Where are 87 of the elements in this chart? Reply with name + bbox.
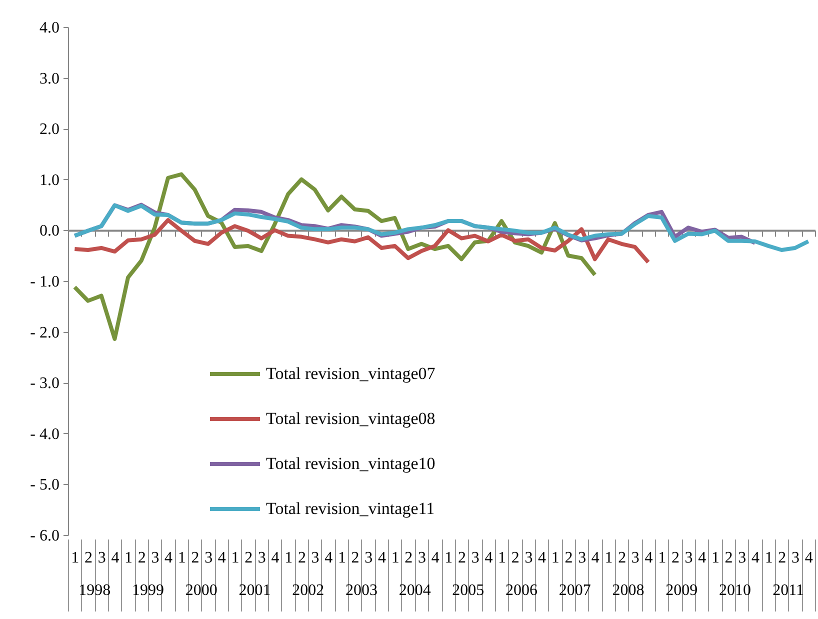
- x-tick-label: 3: [151, 550, 160, 566]
- text: 1999: [132, 582, 164, 599]
- y-tick-label: 4.0: [40, 20, 60, 36]
- x-tick-label: 1: [338, 550, 346, 566]
- text: 2004: [398, 582, 431, 599]
- x-tick-label: 4: [751, 550, 760, 566]
- x-tick-label: 1: [231, 550, 240, 566]
- legend-label: Total revision_vintage10: [266, 454, 436, 473]
- text: 2011: [772, 582, 804, 599]
- y-tick-label: - 4.0: [30, 426, 60, 443]
- x-tick-label: 3: [791, 550, 800, 566]
- x-tick-label: 1: [284, 550, 293, 566]
- x-tick-label: 4: [698, 550, 706, 566]
- x-tick-label: 2: [511, 550, 520, 566]
- x-tick-label: 1: [658, 550, 666, 566]
- x-tick-label: 3: [258, 550, 266, 566]
- x-tick-label: 1: [71, 550, 80, 566]
- x-tick-label: 4: [378, 550, 386, 566]
- x-tick-label: 2: [84, 550, 93, 566]
- text: 2008: [612, 582, 644, 599]
- x-tick-label: 3: [738, 550, 746, 566]
- x-tick-label: 4: [218, 550, 226, 566]
- x-tick-label: 4: [164, 550, 173, 566]
- text: 2002: [292, 582, 324, 599]
- x-tick-label: 4: [538, 550, 546, 566]
- text: 2009: [666, 582, 698, 599]
- text: 1998: [78, 582, 111, 599]
- line-series: [72, 203, 810, 252]
- x-tick-label: 1: [498, 550, 506, 566]
- x-tick-label: 3: [684, 550, 693, 566]
- x-tick-label: 1: [764, 550, 773, 566]
- x-tick-label: 4: [324, 550, 333, 566]
- x-tick-label: 2: [724, 550, 733, 566]
- x-tick-label: 3: [631, 550, 640, 566]
- text: 2000: [185, 582, 218, 599]
- x-tick-label: 4: [591, 550, 600, 566]
- x-tick-label: 1: [711, 550, 720, 566]
- x-tick-label: 3: [418, 550, 426, 566]
- text: 2005: [452, 582, 484, 599]
- x-tick-label: 3: [471, 550, 480, 566]
- legend-label: Total revision_vintage07: [266, 364, 436, 383]
- x-tick-label: 4: [111, 550, 120, 566]
- x-tick-label: 1: [551, 550, 560, 566]
- x-tick-label: 1: [444, 550, 453, 566]
- y-tick-label: - 5.0: [30, 476, 60, 494]
- x-tick-label: 4: [484, 550, 493, 566]
- x-tick-label: 3: [204, 550, 213, 566]
- x-tick-label: 2: [618, 550, 626, 566]
- x-tick-label: 3: [364, 550, 373, 566]
- x-tick-label: 2: [138, 550, 146, 566]
- text: 2010: [718, 582, 751, 599]
- x-tick-label: 2: [244, 550, 253, 566]
- y-tick-label: - 6.0: [30, 528, 60, 544]
- y-tick-label: - 3.0: [30, 375, 60, 392]
- x-tick-label: 2: [404, 550, 413, 566]
- x-tick-label: 2: [564, 550, 573, 566]
- x-tick-label: 3: [98, 550, 106, 566]
- x-tick-label: 4: [431, 550, 440, 566]
- y-tick-label: - 1.0: [30, 274, 60, 290]
- text: 2007: [558, 582, 591, 599]
- x-tick-label: 3: [311, 550, 320, 566]
- legend-label: Total revision_vintage08: [266, 409, 436, 428]
- x-tick-label: 1: [178, 550, 186, 566]
- y-tick-label: 1.0: [40, 172, 60, 189]
- x-tick-label: 1: [124, 550, 133, 566]
- y-tick-label: 3.0: [40, 70, 60, 88]
- text: 2001: [238, 582, 271, 599]
- x-tick-label: 2: [458, 550, 466, 566]
- x-tick-label: 4: [804, 550, 813, 566]
- legend-label: Total revision_vintage11: [266, 499, 435, 518]
- text: 2003: [345, 582, 378, 599]
- x-tick-label: 4: [644, 550, 653, 566]
- x-tick-label: 2: [351, 550, 360, 566]
- y-tick-label: 0.0: [40, 222, 60, 240]
- x-tick-label: 4: [271, 550, 280, 566]
- x-tick-label: 2: [778, 550, 786, 566]
- x-tick-label: 1: [604, 550, 613, 566]
- line-series: [72, 218, 650, 264]
- x-tick-label: 3: [524, 550, 533, 566]
- y-tick-label: 2.0: [40, 121, 60, 138]
- x-tick-label: 3: [578, 550, 586, 566]
- text: 2006: [506, 582, 538, 599]
- y-tick-label: - 2.0: [30, 324, 60, 342]
- x-tick-label: 1: [391, 550, 400, 566]
- x-tick-label: 2: [671, 550, 680, 566]
- x-tick-label: 2: [191, 550, 200, 566]
- x-tick-label: 2: [298, 550, 306, 566]
